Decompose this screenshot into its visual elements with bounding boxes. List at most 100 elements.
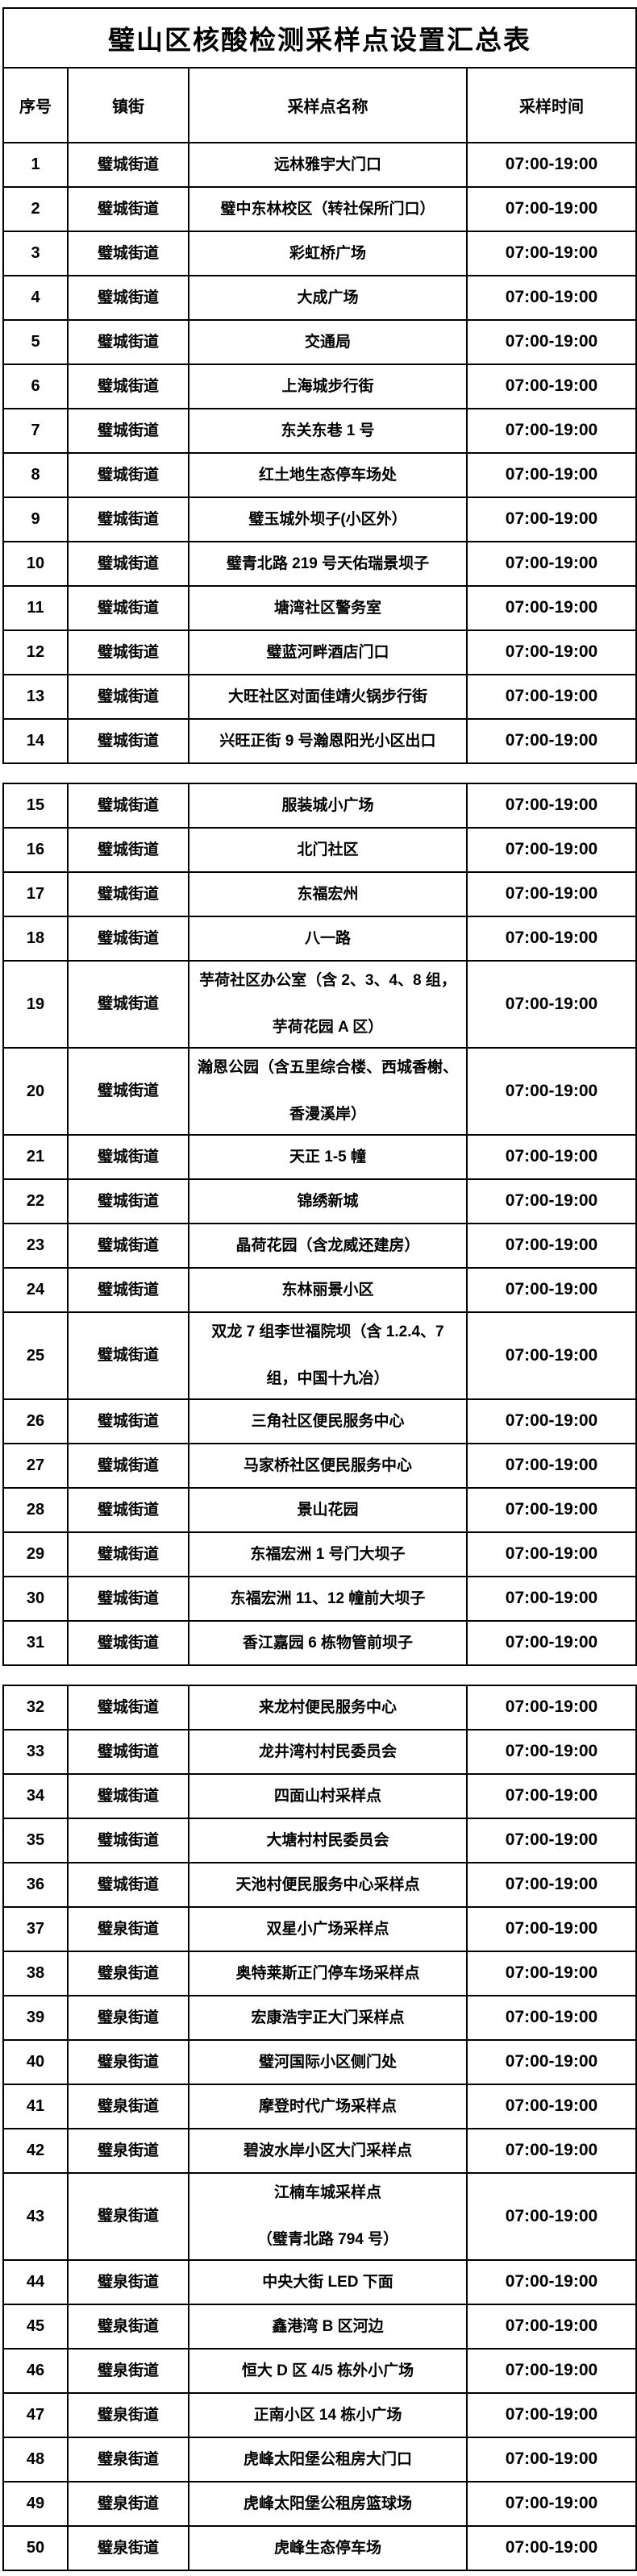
site-name-line: 璧青北路 219 号天佑瑞景坝子 <box>226 555 430 572</box>
row-street: 璧城街道 <box>67 319 189 365</box>
row-seq: 33 <box>2 1729 69 1775</box>
row-time: 07:00-19:00 <box>466 1729 637 1775</box>
row-site: 奥特莱斯正门停车场采样点 <box>188 1951 468 1996</box>
row-time: 07:00-19:00 <box>466 364 637 409</box>
row-site: 上海城步行街 <box>188 364 468 409</box>
row-site: 东福宏州 <box>188 871 468 917</box>
row-time: 07:00-19:00 <box>466 408 637 454</box>
site-name-line: 虎峰太阳堡公租房篮球场 <box>243 2495 412 2512</box>
site-name-line: 东关东巷 1 号 <box>281 422 375 439</box>
row-site: 东林丽景小区 <box>188 1267 468 1313</box>
table-row: 29 璧城街道 东福宏洲 1 号门大坝子 07:00-19:00 <box>2 1531 637 1577</box>
column-header-site: 采样点名称 <box>188 67 468 143</box>
table-row: 47 璧泉街道 正南小区 14 栋小广场 07:00-19:00 <box>2 2392 637 2438</box>
row-time: 07:00-19:00 <box>466 1267 637 1313</box>
row-street: 璧泉街道 <box>67 2481 189 2527</box>
row-site: 龙井湾村村民委员会 <box>188 1729 468 1775</box>
table-row: 48 璧泉街道 虎峰太阳堡公租房大门口 07:00-19:00 <box>2 2437 637 2483</box>
row-site: 鑫港湾 B 区河边 <box>188 2304 468 2350</box>
row-seq: 11 <box>2 585 69 631</box>
row-street: 璧城街道 <box>67 1398 189 1444</box>
row-time: 07:00-19:00 <box>466 186 637 232</box>
row-time: 07:00-19:00 <box>466 2259 637 2305</box>
site-name-line: 东林丽景小区 <box>281 1281 374 1298</box>
row-seq: 9 <box>2 497 69 542</box>
row-seq: 5 <box>2 319 69 365</box>
row-time: 07:00-19:00 <box>466 2481 637 2527</box>
row-seq: 4 <box>2 275 69 321</box>
table-row: 38 璧泉街道 奥特莱斯正门停车场采样点 07:00-19:00 <box>2 1951 637 1996</box>
row-time: 07:00-19:00 <box>466 2392 637 2438</box>
row-seq: 37 <box>2 1906 69 1952</box>
row-site: 宏康浩宇正大门采样点 <box>188 1995 468 2041</box>
site-name-line: 马家桥社区便民服务中心 <box>243 1456 412 1474</box>
row-street: 璧城街道 <box>67 1267 189 1313</box>
site-name-line: 天池村便民服务中心采样点 <box>235 1876 420 1893</box>
table-row: 14 璧城街道 兴旺正街 9 号瀚恩阳光小区出口 07:00-19:00 <box>2 718 637 764</box>
site-name-line: 晶荷花园（含龙威还建房） <box>235 1236 420 1254</box>
table-row: 22 璧城街道 锦绣新城 07:00-19:00 <box>2 1178 637 1224</box>
row-site: 璧中东林校区（转社保所门口） <box>188 186 468 232</box>
row-seq: 49 <box>2 2481 69 2527</box>
site-name-line: 摩登时代广场采样点 <box>258 2097 397 2115</box>
row-time: 07:00-19:00 <box>466 585 637 631</box>
row-site: 交通局 <box>188 319 468 365</box>
row-street: 璧城街道 <box>67 1178 189 1224</box>
row-street: 璧城街道 <box>67 1047 189 1136</box>
site-name-line: 中央大街 LED 下面 <box>262 2273 393 2291</box>
table-row: 27 璧城街道 马家桥社区便民服务中心 07:00-19:00 <box>2 1443 637 1489</box>
row-site: 正南小区 14 栋小广场 <box>188 2392 468 2438</box>
row-time: 07:00-19:00 <box>466 718 637 764</box>
site-name-line: 芋荷社区办公室（含 2、3、4、8 组， <box>199 972 456 990</box>
row-street: 璧城街道 <box>67 585 189 631</box>
page-title: 璧山区核酸检测采样点设置汇总表 <box>2 7 637 69</box>
site-name-line: 来龙村便民服务中心 <box>258 1698 397 1716</box>
row-site: 三角社区便民服务中心 <box>188 1398 468 1444</box>
site-name-line: 四面山村采样点 <box>273 1787 381 1805</box>
row-site: 璧蓝河畔酒店门口 <box>188 629 468 675</box>
table-row: 8 璧城街道 红土地生态停车场处 07:00-19:00 <box>2 452 637 498</box>
row-street: 璧泉街道 <box>67 2172 189 2261</box>
table-row: 20 璧城街道 瀚恩公园（含五里综合楼、西城香榭、 香漫溪岸） 07:00-19:00 <box>2 1047 637 1136</box>
row-site: 彩虹桥广场 <box>188 231 468 276</box>
site-name-line: 景山花园 <box>297 1501 359 1519</box>
site-name-line: 璧玉城外坝子(小区外） <box>248 510 407 528</box>
table-row: 13 璧城街道 大旺社区对面佳靖火锅步行街 07:00-19:00 <box>2 674 637 720</box>
table-row: 36 璧城街道 天池村便民服务中心采样点 07:00-19:00 <box>2 1862 637 1908</box>
row-street: 璧泉街道 <box>67 2259 189 2305</box>
table-row: 26 璧城街道 三角社区便民服务中心 07:00-19:00 <box>2 1398 637 1444</box>
row-site: 璧青北路 219 号天佑瑞景坝子 <box>188 541 468 587</box>
table-row: 43 璧泉街道 江楠车城采样点 （璧青北路 794 号） 07:00-19:00 <box>2 2172 637 2261</box>
table-row: 2 璧城街道 璧中东林校区（转社保所门口） 07:00-19:00 <box>2 186 637 232</box>
row-time: 07:00-19:00 <box>466 1685 637 1730</box>
row-street: 璧泉街道 <box>67 2084 189 2129</box>
row-street: 璧城街道 <box>67 231 189 276</box>
table-row: 25 璧城街道 双龙 7 组李世福院坝（含 1.2.4、7 组，中国十九冶） 07:00… <box>2 1311 637 1400</box>
row-seq: 36 <box>2 1862 69 1908</box>
site-name-line: 彩虹桥广场 <box>289 244 366 262</box>
title-row: 璧山区核酸检测采样点设置汇总表 <box>2 7 637 69</box>
row-time: 07:00-19:00 <box>466 1398 637 1444</box>
row-time: 07:00-19:00 <box>466 1178 637 1224</box>
row-seq: 42 <box>2 2128 69 2174</box>
row-site: 东福宏洲 11、12 幢前大坝子 <box>188 1576 468 1622</box>
row-time: 07:00-19:00 <box>466 275 637 321</box>
row-time: 07:00-19:00 <box>466 2128 637 2174</box>
row-street: 璧泉街道 <box>67 1995 189 2041</box>
row-seq: 8 <box>2 452 69 498</box>
row-street: 璧城街道 <box>67 783 189 829</box>
row-time: 07:00-19:00 <box>466 2348 637 2394</box>
row-street: 璧城街道 <box>67 186 189 232</box>
table-row: 44 璧泉街道 中央大街 LED 下面 07:00-19:00 <box>2 2259 637 2305</box>
row-time: 07:00-19:00 <box>466 1576 637 1622</box>
row-time: 07:00-19:00 <box>466 1906 637 1952</box>
row-seq: 26 <box>2 1398 69 1444</box>
row-seq: 30 <box>2 1576 69 1622</box>
row-time: 07:00-19:00 <box>466 916 637 962</box>
row-site: 天正 1-5 幢 <box>188 1134 468 1180</box>
row-seq: 43 <box>2 2172 69 2261</box>
table-row: 41 璧泉街道 摩登时代广场采样点 07:00-19:00 <box>2 2084 637 2129</box>
row-street: 璧城街道 <box>67 1223 189 1269</box>
table-row: 35 璧城街道 大塘村村民委员会 07:00-19:00 <box>2 1818 637 1863</box>
table-row: 7 璧城街道 东关东巷 1 号 07:00-19:00 <box>2 408 637 454</box>
